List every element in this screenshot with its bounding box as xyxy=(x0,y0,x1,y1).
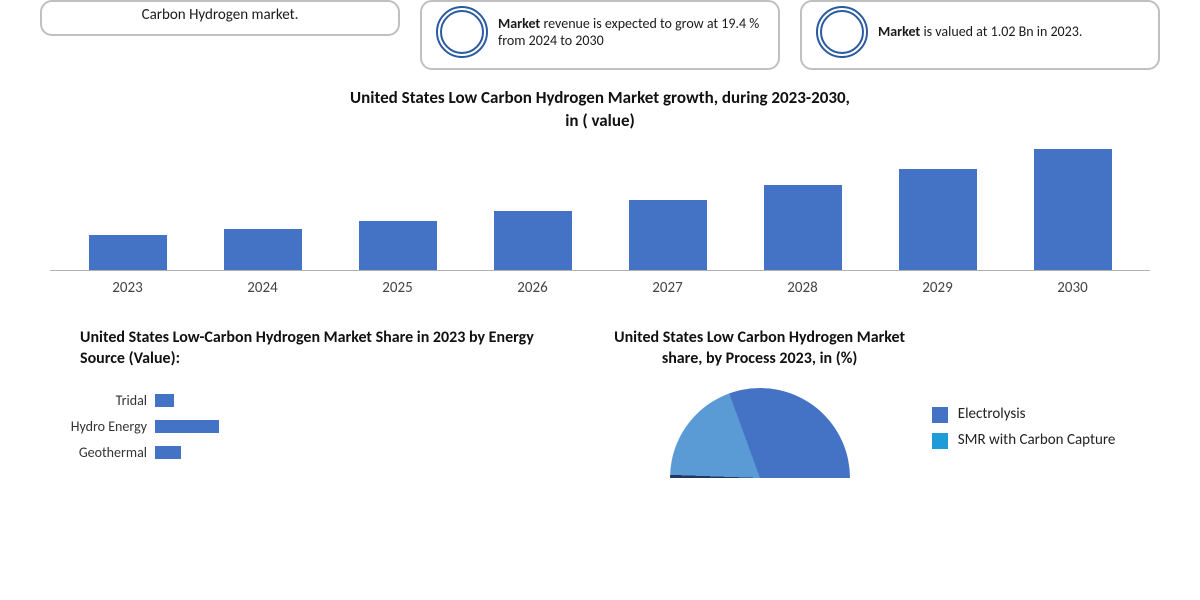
growth-chart-title: United States Low Carbon Hydrogen Market… xyxy=(0,87,1200,133)
bar-slot xyxy=(60,141,195,270)
hbar-row: Hydro Energy xyxy=(50,414,567,438)
process-title: United States Low Carbon Hydrogen Market… xyxy=(607,327,911,370)
top-cards-row: Carbon Hydrogen market. Market revenue i… xyxy=(0,0,1200,85)
legend-label: SMR with Carbon Capture xyxy=(958,431,1116,449)
process-pie-wrap xyxy=(607,388,911,478)
hbar-bar-geothermal xyxy=(155,446,181,459)
growth-icon xyxy=(436,6,488,58)
card-3-prefix: Market xyxy=(878,23,920,40)
growth-bar-2024 xyxy=(224,229,302,270)
legend-swatch xyxy=(932,433,948,449)
growth-bar-label: 2027 xyxy=(600,279,735,297)
growth-bar-label: 2029 xyxy=(870,279,1005,297)
hbar-row: Tridal xyxy=(50,388,567,412)
card-valuation: Market is valued at 1.02 Bn in 2023. xyxy=(800,0,1160,70)
growth-bar-2025 xyxy=(359,221,437,270)
growth-title-l1: United States Low Carbon Hydrogen Market… xyxy=(350,87,850,108)
card-2-text: Market revenue is expected to grow at 19… xyxy=(498,15,764,50)
growth-bar-label: 2026 xyxy=(465,279,600,297)
hbar-bar-hydro-energy xyxy=(155,420,219,433)
process-section: United States Low Carbon Hydrogen Market… xyxy=(607,327,1160,478)
card-market-name: Carbon Hydrogen market. xyxy=(40,0,400,36)
energy-source-section: United States Low-Carbon Hydrogen Market… xyxy=(40,327,567,478)
energy-source-hbar-chart: Tridal Hydro Energy Geothermal xyxy=(40,388,567,464)
bar-slot xyxy=(330,141,465,270)
card-1-text: Carbon Hydrogen market. xyxy=(142,6,299,24)
growth-bar-2029 xyxy=(899,169,977,270)
hbar-label: Geothermal xyxy=(50,444,155,461)
growth-bar-label: 2028 xyxy=(735,279,870,297)
bar-slot xyxy=(735,141,870,270)
card-3-text: Market is valued at 1.02 Bn in 2023. xyxy=(878,23,1082,41)
growth-bar-label: 2025 xyxy=(330,279,465,297)
value-icon xyxy=(816,6,868,58)
growth-bar-label: 2023 xyxy=(60,279,195,297)
energy-source-title: United States Low-Carbon Hydrogen Market… xyxy=(40,327,567,370)
bar-slot xyxy=(870,141,1005,270)
growth-bar-2030 xyxy=(1034,149,1112,270)
growth-bar-2026 xyxy=(494,211,572,270)
hbar-row: Geothermal xyxy=(50,440,567,464)
hbar-bar-tridal xyxy=(155,394,174,407)
hbar-label: Hydro Energy xyxy=(50,418,155,435)
bottom-row: United States Low-Carbon Hydrogen Market… xyxy=(0,327,1200,478)
legend-swatch xyxy=(932,407,948,423)
hbar-label: Tridal xyxy=(50,392,155,409)
bar-slot xyxy=(1005,141,1140,270)
growth-bar-2027 xyxy=(629,200,707,270)
bar-slot xyxy=(600,141,735,270)
growth-bar-2023 xyxy=(89,235,167,270)
card-cagr: Market revenue is expected to grow at 19… xyxy=(420,0,780,70)
growth-bar-xaxis: 20232024202520262027202820292030 xyxy=(50,279,1150,297)
card-3-rest: is valued at 1.02 Bn in 2023. xyxy=(920,23,1082,40)
growth-bar-chart xyxy=(50,141,1150,271)
bar-slot xyxy=(195,141,330,270)
growth-bar-label: 2030 xyxy=(1005,279,1140,297)
process-legend: Electrolysis SMR with Carbon Capture xyxy=(932,327,1160,478)
bar-slot xyxy=(465,141,600,270)
legend-item: Electrolysis xyxy=(932,405,1160,423)
growth-title-l2: in ( value) xyxy=(565,110,635,131)
growth-bar-label: 2024 xyxy=(195,279,330,297)
legend-label: Electrolysis xyxy=(958,405,1026,423)
process-pie-chart xyxy=(670,388,850,478)
legend-item: SMR with Carbon Capture xyxy=(932,431,1160,449)
growth-bar-2028 xyxy=(764,185,842,269)
card-2-prefix: Market xyxy=(498,15,540,32)
